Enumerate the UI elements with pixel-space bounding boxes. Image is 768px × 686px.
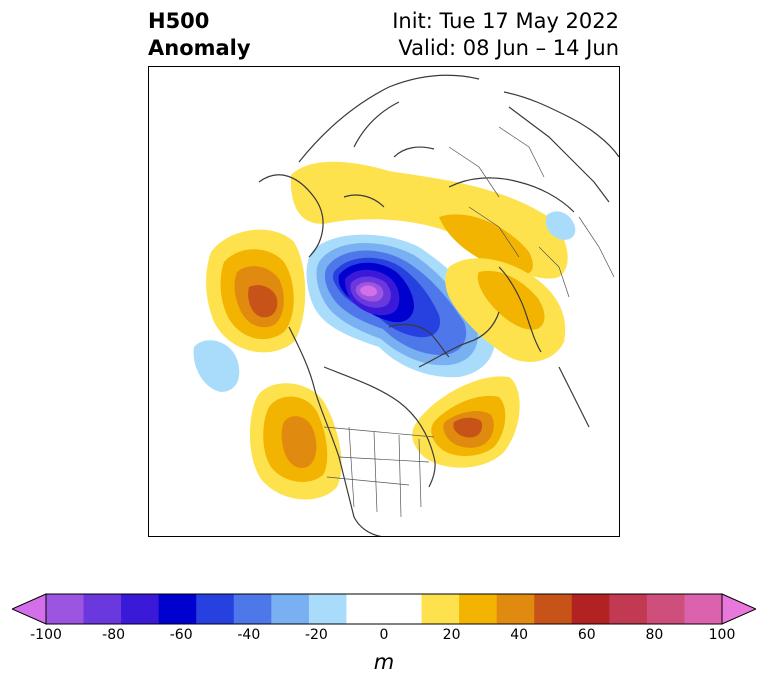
positive-anomaly-scandinavia [445, 258, 566, 362]
title-field-name: H500 [148, 9, 210, 33]
colorbar [12, 593, 756, 625]
colorbar-segment [46, 594, 85, 624]
colorbar-segment [459, 594, 498, 624]
positive-anomaly-siberia [290, 161, 568, 279]
colorbar-segment [271, 594, 310, 624]
map-frame [148, 66, 620, 537]
negative-anomaly-arctic [306, 234, 495, 378]
colorbar-tick-label: -20 [304, 627, 328, 643]
valid-range: Valid: 08 Jun – 14 Jun [398, 36, 619, 60]
colorbar-tick-label: 80 [645, 627, 664, 643]
colorbar-units: m [373, 650, 395, 674]
colorbar-segment [646, 594, 685, 624]
colorbar-segments [12, 593, 756, 625]
colorbar-tick-label: 0 [379, 627, 389, 643]
negative-anomaly-pacific [193, 340, 240, 392]
title-left: H500 Anomaly [148, 8, 251, 62]
anomaly-map [193, 74, 619, 536]
coastlines [258, 74, 619, 536]
colorbar-segment [421, 594, 460, 624]
colorbar-extend-max [721, 593, 756, 625]
colorbar-segment [233, 594, 272, 624]
colorbar-segment [83, 594, 122, 624]
title-right: Init: Tue 17 May 2022 Valid: 08 Jun – 14… [392, 8, 619, 62]
colorbar-segment [121, 594, 160, 624]
colorbar-segment [684, 594, 723, 624]
colorbar-tick-label: -40 [237, 627, 261, 643]
colorbar-segment [384, 594, 423, 624]
colorbar-segment [346, 594, 385, 624]
colorbar-segment [609, 594, 648, 624]
colorbar-tick-label: 20 [442, 627, 461, 643]
colorbar-segment [158, 594, 197, 624]
colorbar-tick-label: -80 [102, 627, 126, 643]
init-date: Init: Tue 17 May 2022 [392, 9, 619, 33]
colorbar-tick-label: 40 [510, 627, 529, 643]
colorbar-segment [571, 594, 610, 624]
positive-anomaly-western-us [249, 383, 342, 500]
colorbar-tick-label: -100 [30, 627, 62, 643]
colorbar-tick-label: 100 [708, 627, 736, 643]
positive-anomaly-bering [206, 229, 306, 353]
positive-anomaly-labrador [412, 376, 520, 468]
colorbar-segment [196, 594, 235, 624]
political-borders [323, 126, 615, 518]
negative-anomaly-scandinavia [545, 211, 576, 240]
colorbar-tick-label: 60 [577, 627, 596, 643]
colorbar-segment [496, 594, 535, 624]
title-field-type: Anomaly [148, 36, 251, 60]
colorbar-segment [534, 594, 573, 624]
colorbar-segment [308, 594, 347, 624]
colorbar-tick-label: -60 [169, 627, 193, 643]
colorbar-extend-min [12, 593, 47, 625]
